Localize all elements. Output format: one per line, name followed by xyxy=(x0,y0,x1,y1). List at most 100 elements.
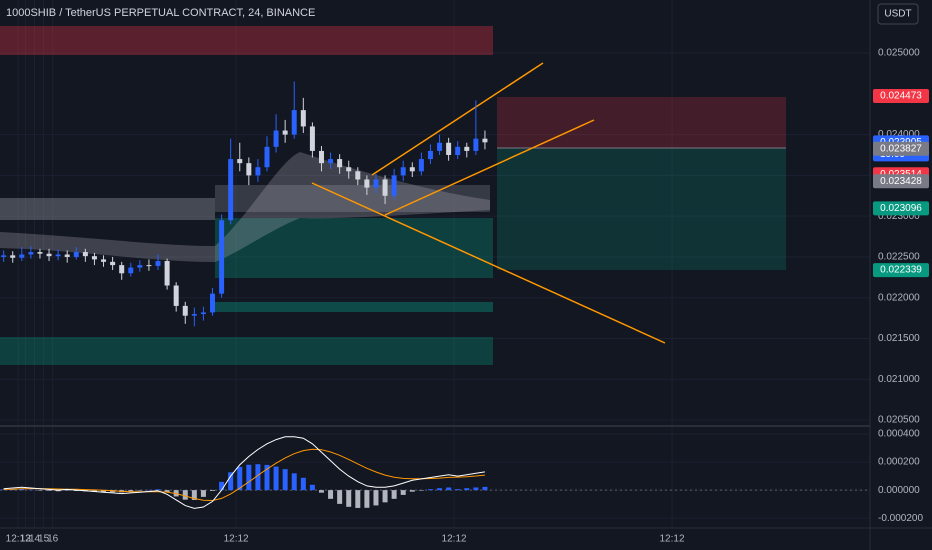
histogram-bar xyxy=(418,490,424,491)
candle-body xyxy=(28,252,34,255)
y-tick-label: 0.024000 xyxy=(878,129,920,140)
histogram-bar xyxy=(155,489,161,491)
candle-body xyxy=(382,179,388,196)
candle-body xyxy=(146,265,152,267)
histogram-bar xyxy=(400,490,406,495)
histogram-bar xyxy=(328,490,334,499)
candle-body xyxy=(409,167,415,172)
candle-body xyxy=(246,163,252,176)
price-label-box xyxy=(873,141,929,156)
candle-body xyxy=(418,159,424,172)
candle-body xyxy=(300,110,306,127)
candle-body xyxy=(455,146,461,155)
candle-body xyxy=(228,159,234,221)
y-tick-label: 0.000400 xyxy=(878,429,920,440)
candle-body xyxy=(291,110,297,135)
candle-body xyxy=(482,138,488,143)
candle-body xyxy=(437,142,443,151)
histogram-bar xyxy=(46,490,52,491)
histogram-bar xyxy=(464,488,470,491)
candle-body xyxy=(164,261,170,286)
histogram-bar xyxy=(237,466,243,491)
price-label-box xyxy=(873,89,929,104)
candle-body xyxy=(237,159,243,164)
histogram-bar xyxy=(19,488,25,491)
candle-body xyxy=(200,312,206,315)
histogram-bar xyxy=(91,490,97,492)
zone xyxy=(0,198,215,220)
candle-body xyxy=(373,179,379,188)
histogram-bar xyxy=(446,487,452,491)
candle-body xyxy=(282,130,288,135)
trend-line xyxy=(311,182,666,344)
axes: 0.020500 0.021000 0.021500 0.022000 0.022500… xyxy=(6,48,929,545)
x-tick-label: 12:12 xyxy=(6,534,31,545)
histogram-bar xyxy=(219,481,225,491)
currency-button[interactable] xyxy=(877,3,919,25)
y-tick-label: 0.021500 xyxy=(878,333,920,344)
histogram-bar xyxy=(455,489,461,491)
histogram-bar xyxy=(255,464,261,491)
histogram-bar xyxy=(427,489,433,491)
candle-body xyxy=(55,254,61,257)
y-tick-label: 0.000000 xyxy=(878,485,920,496)
histogram-bar xyxy=(437,488,443,491)
histogram-bar xyxy=(28,489,34,491)
histogram-bar xyxy=(146,489,152,491)
zone xyxy=(0,26,493,55)
x-tick-label: 16 xyxy=(47,534,59,545)
candle-body xyxy=(19,254,25,258)
x-tick-label: 12:12 xyxy=(660,534,685,545)
histogram-bar xyxy=(346,490,352,507)
trend-line xyxy=(371,62,544,176)
histogram-bar xyxy=(309,484,315,491)
x-tick-label: 12:12 xyxy=(442,534,467,545)
candle-body xyxy=(318,150,324,164)
histogram-bar xyxy=(391,490,397,499)
candle-body xyxy=(391,175,397,196)
currency[interactable]: USDT xyxy=(884,9,911,20)
candle-body xyxy=(1,255,7,257)
histogram-bar xyxy=(473,487,479,491)
candle-body xyxy=(273,130,279,147)
histogram-bar xyxy=(291,473,297,491)
candle-body xyxy=(264,146,270,168)
histogram-bar xyxy=(364,490,370,508)
candle-body xyxy=(173,285,179,306)
y-tick-label: 0.021000 xyxy=(878,374,920,385)
y-tick-label: 0.000200 xyxy=(878,457,920,468)
histogram-bar xyxy=(200,490,206,497)
histogram-bar xyxy=(64,490,70,491)
histogram-bar xyxy=(164,490,170,493)
zone xyxy=(215,185,490,212)
histogram-bar xyxy=(273,466,279,491)
candle-body xyxy=(91,256,97,260)
candle-body xyxy=(328,159,334,164)
candle-body xyxy=(182,305,188,316)
x-tick-label: 13 xyxy=(20,534,32,545)
macd-line xyxy=(3,448,485,502)
histogram-bar xyxy=(282,469,288,491)
candle-body xyxy=(101,259,107,262)
price-label: 0.023827 xyxy=(880,143,922,154)
price-label-box xyxy=(873,174,929,189)
y-tick-label: 0.020500 xyxy=(878,415,920,426)
y-tick-label: 0.025000 xyxy=(878,48,920,59)
position-stop xyxy=(497,97,786,148)
histogram-bar xyxy=(37,490,43,491)
candle-body xyxy=(46,253,52,257)
candle-body xyxy=(10,255,16,258)
candle-body xyxy=(82,252,88,257)
candle-body xyxy=(400,167,406,176)
y-tick-label: 0.022000 xyxy=(878,292,920,303)
zone xyxy=(215,218,493,278)
candle-body xyxy=(191,314,197,316)
histogram-bar xyxy=(409,490,415,492)
histogram-bar xyxy=(373,490,379,506)
y-tick-label: 0.022500 xyxy=(878,252,920,263)
histogram-bar xyxy=(128,490,134,492)
candle-body xyxy=(346,167,352,172)
